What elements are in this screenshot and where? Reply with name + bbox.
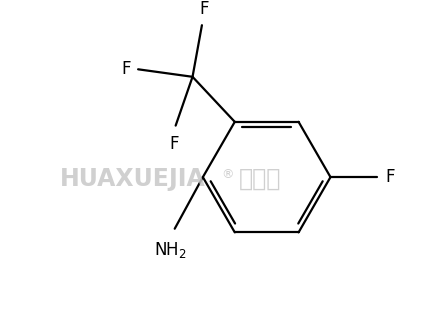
Text: F: F [199,0,209,18]
Text: F: F [169,135,178,153]
Text: HUAXUEJIA: HUAXUEJIA [60,167,206,191]
Text: 化学加: 化学加 [238,167,281,191]
Text: ®: ® [222,168,234,181]
Text: F: F [121,60,130,78]
Text: F: F [385,168,394,186]
Text: NH$_2$: NH$_2$ [154,240,186,260]
